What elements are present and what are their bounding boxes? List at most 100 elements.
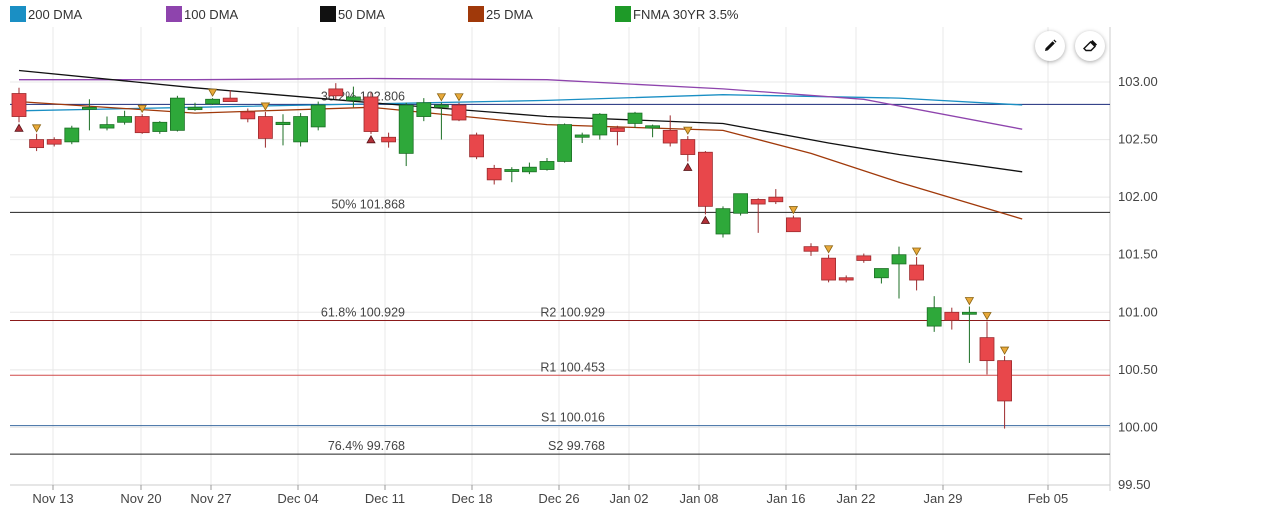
x-tick-label: Jan 02 (609, 491, 648, 506)
candle-body (786, 217, 801, 233)
candle (240, 108, 256, 123)
legend-item-fnma[interactable]: FNMA 30YR 3.5% (615, 6, 739, 22)
legend-swatch (615, 6, 631, 22)
legend-item-100-dma[interactable]: 100 DMA (166, 6, 238, 22)
marker-down (788, 206, 799, 215)
candle (328, 83, 344, 100)
marker-down (137, 104, 147, 114)
draw-button[interactable] (1035, 31, 1065, 61)
candle (46, 137, 62, 147)
candle-body (275, 121, 291, 126)
candle (416, 98, 432, 122)
legend-item-50-dma[interactable]: 50 DMA (320, 6, 385, 22)
candle-body (539, 161, 555, 170)
x-tick-label: Nov 13 (32, 491, 73, 506)
y-tick-label: 100.50 (1118, 362, 1158, 377)
x-tick-label: Dec 18 (451, 491, 492, 506)
candle-body (891, 254, 907, 265)
legend-item-200-dma[interactable]: 200 DMA (10, 6, 82, 22)
candle-body (592, 113, 608, 136)
candle (82, 99, 97, 131)
candle (750, 198, 766, 233)
candle (451, 102, 467, 122)
candle (363, 92, 379, 134)
candle (345, 86, 361, 108)
candle (838, 275, 854, 283)
candle (874, 268, 889, 284)
candle (733, 193, 748, 216)
candle (698, 151, 713, 215)
x-tick-label: Jan 16 (766, 491, 805, 506)
legend-label: FNMA 30YR 3.5% (633, 6, 739, 22)
marker-up (700, 215, 711, 224)
candle-body (310, 104, 326, 128)
candle-body (416, 102, 432, 117)
candle-body (627, 112, 643, 124)
y-tick-label: 102.00 (1118, 189, 1158, 204)
level-label: R2 100.929 (540, 305, 605, 319)
candle (99, 116, 115, 131)
pencil-icon (1045, 39, 1057, 51)
legend-swatch (468, 6, 484, 22)
candle-body (768, 196, 784, 203)
candle (768, 189, 784, 205)
candle-body (557, 124, 572, 162)
candle-body (240, 111, 256, 120)
x-tick-label: Feb 05 (1028, 491, 1068, 506)
marker-down (683, 126, 693, 135)
candle (134, 114, 150, 134)
candle (979, 321, 995, 375)
candle (486, 164, 502, 185)
level-label: R1 100.453 (540, 360, 605, 374)
marker-down (823, 245, 834, 254)
candle-body (944, 311, 960, 321)
candle (715, 206, 731, 238)
x-tick-label: Jan 22 (836, 491, 875, 506)
candle (275, 114, 291, 146)
candle-body (117, 116, 132, 123)
candle-body (979, 337, 995, 362)
eraser-icon (1083, 40, 1097, 52)
candle (310, 101, 326, 131)
candle-body (997, 360, 1012, 402)
x-axis: Nov 13 Nov 20 Nov 27 Dec 04 Dec 11 Dec 18 Dec … (32, 485, 1068, 506)
candle (539, 157, 555, 171)
candle-body (293, 116, 309, 143)
candle (662, 115, 678, 147)
legend-item-25-dma[interactable]: 25 DMA (468, 6, 533, 22)
candle (645, 124, 660, 138)
level-label: 76.4% 99.768 (328, 439, 405, 453)
candle-body (645, 125, 660, 129)
candle-body (926, 307, 942, 327)
marker-down (982, 312, 992, 321)
candle-body (662, 129, 678, 144)
candle-body (698, 151, 713, 207)
x-tick-label: Dec 04 (277, 491, 318, 506)
x-tick-label: Nov 27 (190, 491, 231, 506)
candle (592, 113, 608, 140)
candle (557, 123, 572, 163)
candle-body (574, 134, 590, 138)
candle (169, 95, 185, 132)
marker-down (999, 346, 1010, 355)
marker-down (964, 297, 975, 306)
legend-swatch (166, 6, 182, 22)
y-tick-label: 101.50 (1118, 247, 1158, 262)
legend-swatch (320, 6, 336, 22)
candle-body (856, 255, 872, 261)
legend-label: 50 DMA (338, 6, 385, 22)
marker-up (366, 135, 376, 144)
ma-line-100-dma (19, 77, 1023, 130)
candle-body (750, 199, 766, 205)
candle (381, 132, 397, 148)
erase-button[interactable] (1075, 31, 1105, 61)
candle (64, 125, 80, 145)
candle-body (715, 208, 731, 235)
candle (152, 121, 168, 134)
candle-body (451, 104, 467, 121)
candle (574, 132, 590, 144)
level-label: S1 100.016 (541, 411, 605, 425)
candle-body (169, 97, 185, 131)
candle-body (99, 124, 115, 129)
